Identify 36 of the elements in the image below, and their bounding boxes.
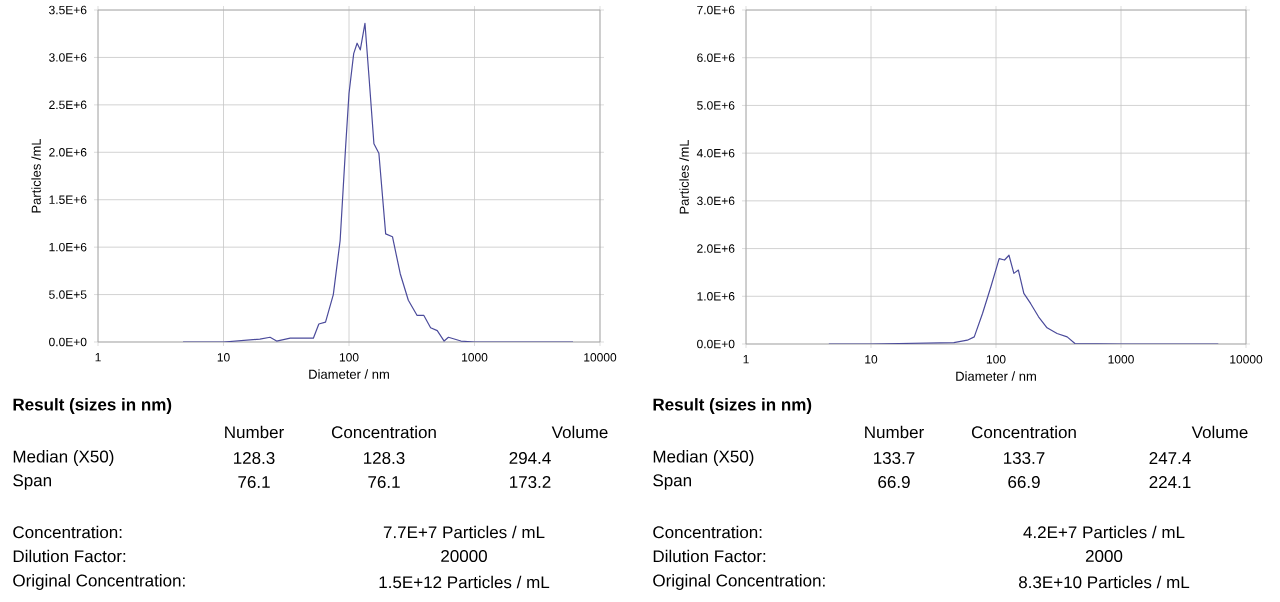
text: 2000 xyxy=(1085,550,1123,563)
text: Result (sizes in nm) xyxy=(13,398,172,414)
text: 8.3E+10 Particles / mL xyxy=(1019,575,1190,589)
text: Median (X50) xyxy=(653,450,754,466)
text: Concentration xyxy=(971,425,1076,439)
text: 173.2 xyxy=(510,476,551,489)
text: Volume xyxy=(1191,425,1248,439)
text: Concentration xyxy=(331,425,436,439)
text: 66.9 xyxy=(1008,476,1040,489)
text: Result (sizes in nm) xyxy=(653,398,812,414)
text: 128.3 xyxy=(364,452,405,465)
text: Number xyxy=(225,425,284,439)
text: Span xyxy=(13,474,51,490)
text: 1.5E+12 Particles / mL xyxy=(379,575,550,589)
text: 128.3 xyxy=(234,452,275,465)
text: 294.4 xyxy=(509,452,551,465)
text: Dilution Factor: xyxy=(653,549,766,563)
text: 224.1 xyxy=(1149,476,1191,488)
text: 247.4 xyxy=(1149,452,1191,464)
text: Concentration: xyxy=(653,525,762,539)
text: Span xyxy=(653,474,691,490)
text: 76.1 xyxy=(238,476,270,489)
text: Original Concentration: xyxy=(13,574,185,590)
text: 66.9 xyxy=(878,476,910,489)
text: Volume xyxy=(551,425,608,439)
text: 76.1 xyxy=(368,476,400,489)
text: Median (X50) xyxy=(13,450,114,466)
text: 7.7E+7 Particles / mL xyxy=(383,525,545,539)
text: 4.2E+7 Particles / mL xyxy=(1023,525,1185,539)
text: 133.7 xyxy=(1004,452,1045,465)
text: 20000 xyxy=(441,550,487,563)
text: 133.7 xyxy=(874,452,915,465)
text: Number xyxy=(865,425,924,439)
text: Original Concentration: xyxy=(653,574,825,590)
text: Dilution Factor: xyxy=(13,549,126,563)
text: Concentration: xyxy=(13,525,122,539)
